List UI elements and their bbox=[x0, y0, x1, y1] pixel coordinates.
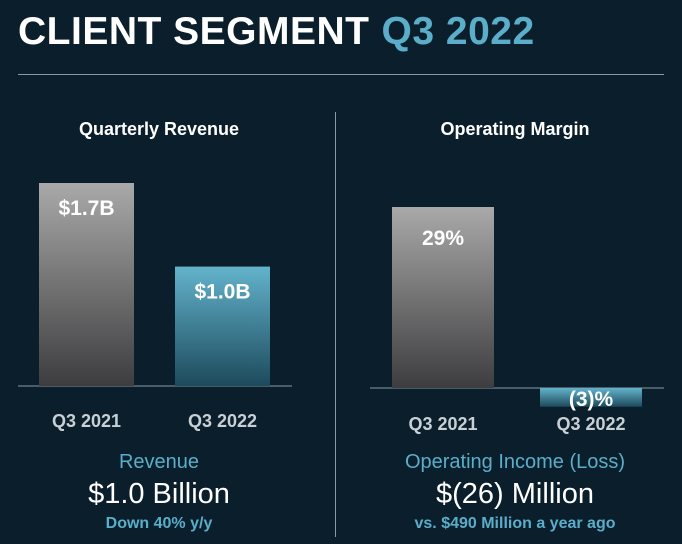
page-title: CLIENT SEGMENT Q3 2022 bbox=[18, 10, 535, 54]
title-accent: Q3 2022 bbox=[381, 10, 535, 53]
revenue-bar-1 bbox=[39, 183, 134, 386]
revenue-category-label-2: Q3 2022 bbox=[188, 411, 257, 431]
margin-category-label-2: Q3 2022 bbox=[556, 414, 625, 434]
title-main: CLIENT SEGMENT bbox=[18, 10, 370, 53]
revenue-chart-title: Quarterly Revenue bbox=[78, 119, 240, 139]
revenue-category-label-1: Q3 2021 bbox=[52, 411, 121, 431]
margin-bar-2 bbox=[540, 388, 642, 407]
title-divider bbox=[18, 74, 664, 75]
revenue-data-label-1: $1.7B bbox=[58, 197, 114, 220]
revenue-data-label-2: $1.0B bbox=[194, 281, 250, 304]
margin-data-label-2: (3)% bbox=[569, 388, 614, 411]
revenue-bar-2 bbox=[175, 266, 270, 386]
margin-bar-1 bbox=[392, 207, 494, 388]
margin-data-label-1: 29% bbox=[422, 227, 464, 250]
margin-category-label-1: Q3 2021 bbox=[408, 414, 477, 434]
margin-chart-title: Operating Margin bbox=[440, 119, 590, 139]
revenue-summary-value: $1.0 Billion bbox=[88, 478, 230, 510]
operating-income-label: Operating Income (Loss) bbox=[404, 451, 626, 473]
operating-income-value: $(26) Million bbox=[436, 478, 594, 510]
panel-divider bbox=[335, 112, 336, 537]
operating-income-note: vs. $490 Million a year ago bbox=[414, 515, 616, 532]
revenue-summary-label: Revenue bbox=[118, 451, 200, 473]
revenue-summary-note: Down 40% y/y bbox=[105, 515, 213, 532]
